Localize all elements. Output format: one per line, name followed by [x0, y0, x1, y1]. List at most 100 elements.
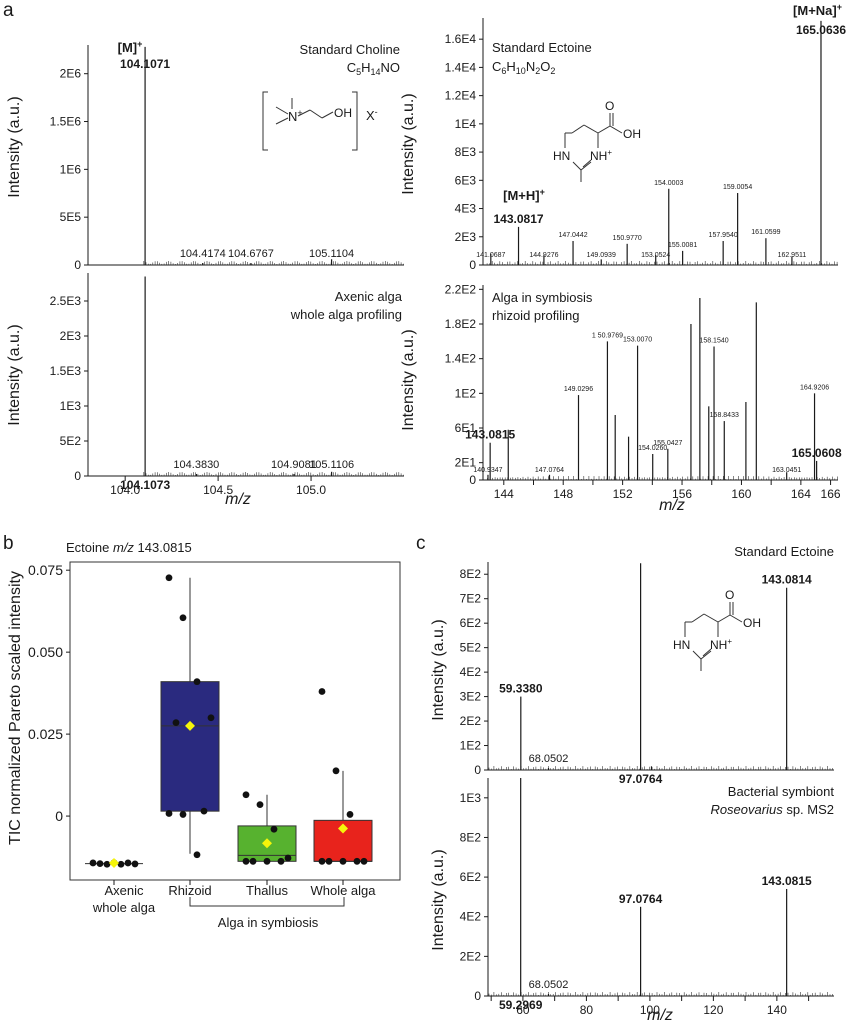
b-cat-axenic-2: whole alga	[92, 900, 156, 915]
a-choline-axenic-baseline-noise	[143, 472, 404, 476]
svg-text:OH: OH	[623, 127, 641, 141]
b-point	[353, 857, 361, 865]
a-ectoine-standard-ytick-label: 8E3	[455, 145, 477, 159]
b-ytick-label: 0.050	[28, 644, 63, 660]
c-standard-peak-label: 143.0814	[762, 573, 812, 587]
a-choline-axenic-ytick-label: 1E3	[60, 399, 82, 413]
a-ectoine-standard-peak-label: 141.0687	[476, 252, 505, 259]
b-point	[89, 859, 97, 867]
a-ion-mna-label: [M+Na]+	[793, 2, 842, 18]
b-point	[256, 801, 264, 808]
c-bacterial-ytick-label: 2E2	[460, 949, 482, 963]
b-point	[165, 574, 173, 582]
b-point	[117, 860, 125, 868]
a-ectoine-rhizoid-peak-label: 149.0296	[564, 386, 593, 393]
a-choline-axenic-xtick-label: 104.5	[203, 483, 233, 497]
svg-text:HN: HN	[553, 149, 570, 163]
a-ectoine-rhizoid-ytick-label: 1E2	[455, 386, 477, 400]
b-mean-marker	[185, 720, 195, 731]
c-standard-ytick-label: 4E2	[460, 665, 482, 679]
b-mean-marker	[338, 823, 348, 834]
a-ectoine-standard-ytick-label: 1.4E4	[445, 60, 477, 74]
a-axenic-desc-2: whole alga profiling	[290, 307, 402, 322]
a-choline-axenic-xtick-label: 104.0	[110, 483, 140, 497]
a-ectoine-standard-ytick-label: 0	[469, 258, 476, 272]
c-bacterial-peak-label: 97.0764	[619, 892, 663, 906]
a-choline-axenic-ylabel: Intensity (a.u.)	[6, 324, 23, 425]
a-axenic-desc-1: Axenic alga	[335, 289, 403, 304]
c-bacterial-plot: 0 2E2 4E2 6E2 8E2 1E3 60 80 100 120 140 59.2969 68.0…	[460, 778, 834, 1017]
a-choline-axenic-ytick-label: 0	[74, 469, 81, 483]
b-mean-marker	[262, 838, 272, 849]
panel-b-letter: b	[3, 533, 14, 554]
a-choline-standard-ytick-label: 1.5E6	[50, 115, 82, 129]
a-choline-std-title: Standard Choline	[300, 42, 400, 57]
b-point	[325, 857, 333, 865]
a-choline-standard-ytick-label: 2E6	[60, 67, 82, 81]
b-category-label: Thallus	[246, 883, 288, 898]
a-choline-standard-ytick-label: 1E6	[60, 162, 82, 176]
c-standard-peak-label: 59.3380	[499, 682, 543, 696]
a-ectoine-std-ylabel: Intensity (a.u.)	[400, 93, 417, 194]
c-bacterial-ytick-label: 8E2	[460, 830, 482, 844]
c-standard-ytick-label: 8E2	[460, 567, 482, 581]
a-ectoine-standard-ytick-label: 2E3	[455, 230, 477, 244]
b-boxplot-plot: 0 0.025 0.050 0.075 Rhizoid Thallus Whole alga	[28, 561, 401, 898]
a-choline-axenic-ytick-label: 5E2	[60, 434, 82, 448]
c-bacterial-xtick-label: 100	[640, 1003, 660, 1017]
b-category-label: Rhizoid	[168, 883, 211, 898]
a-ectoine-rhizoid-peak-label: 154.0260	[638, 445, 667, 452]
a-ectoine-standard-peak-label: 150.9770	[613, 235, 642, 242]
a-ectoine-rhizoid-ylabel: Intensity (a.u.)	[400, 329, 417, 430]
a-choline-axenic-ytick-label: 1.5E3	[50, 364, 82, 378]
b-point	[242, 857, 250, 865]
c-bacterial-xtick-label: 60	[516, 1003, 530, 1017]
b-ytick-label: 0	[55, 808, 63, 824]
c-standard-ytick-label: 5E2	[460, 641, 482, 655]
b-ytick-label: 0.025	[28, 726, 63, 742]
c-bacterial-title-1: Bacterial symbiont	[728, 784, 835, 799]
a-ectoine-rhizoid-xtick-label: 164	[791, 487, 811, 501]
c-bacterial-ylabel: Intensity (a.u.)	[430, 849, 447, 950]
b-point	[103, 860, 111, 868]
c-bacterial-peak-label: 59.2969	[499, 998, 543, 1012]
c-bacterial-xtick-label: 120	[703, 1003, 723, 1017]
c-standard-peak-label: 68.0502	[529, 753, 569, 765]
a-ectoine-standard-ytick-label: 1.6E4	[445, 32, 477, 46]
a-ectoine-rhizoid-peak-label: 164.9206	[800, 384, 829, 391]
a-choline-standard-ytick-label: 5E5	[60, 210, 82, 224]
svg-text:HN: HN	[673, 638, 690, 652]
b-point	[332, 767, 340, 775]
a-ectoine-standard-peak-label: 149.0939	[587, 252, 616, 259]
c-standard-peak-label: 97.0764	[619, 772, 663, 786]
a-ectoine-standard-peak-label: 157.9540	[709, 232, 738, 239]
b-ylabel: TIC normalized Pareto scaled intensity	[7, 571, 24, 845]
choline-structure: N+ OH X-	[262, 91, 378, 151]
c-bacterial-ytick-label: 4E2	[460, 910, 482, 924]
a-ectoine-rhizoid-xtick-label: 148	[553, 487, 573, 501]
b-point	[124, 859, 132, 867]
plots-layer: 0 5E5 1E6 1.5E6 2E6 104.1071 104.4174 104.6767 1…	[28, 18, 846, 1017]
c-standard-ytick-label: 0	[474, 763, 481, 777]
b-point	[242, 791, 250, 799]
c-standard-baseline-noise	[488, 766, 833, 770]
b-point	[193, 851, 201, 859]
a-ectoine-std-title: Standard Ectoine	[492, 40, 592, 55]
a-ectoine-rhizoid-peak-label: 158.1540	[699, 338, 728, 345]
b-point	[165, 810, 173, 817]
b-point	[131, 860, 139, 868]
a-ectoine-rhizoid-xtick-label: 144	[494, 487, 514, 501]
ectoine-structure-c: O OH HN NH+	[673, 588, 761, 671]
b-mean-marker	[109, 857, 119, 868]
c-bacterial-ytick-label: 6E2	[460, 870, 482, 884]
a-ectoine-rhizoid-peak-label: 158.8433	[710, 412, 739, 419]
a-ectoine-formula: C6H10N2O2	[492, 59, 555, 76]
b-cat-axenic-1: Axenic	[104, 883, 144, 898]
a-choline-axenic-plot: 0 5E2 1E3 1.5E3 2E3 2.5E3 104.0 104.5 105.0 104.1…	[50, 273, 404, 497]
a-ectoine-rhizoid-ytick-label: 2E1	[455, 456, 477, 470]
a-ectoine-rhizoid-ytick-label: 1.4E2	[445, 352, 477, 366]
b-point	[200, 807, 208, 815]
a-ectoine-standard-peak-label: 165.0636	[796, 23, 846, 37]
a-ectoine-standard-peak-label: 162.9511	[778, 252, 807, 259]
a-ectoine-standard-peak-label: 159.0054	[723, 184, 752, 191]
